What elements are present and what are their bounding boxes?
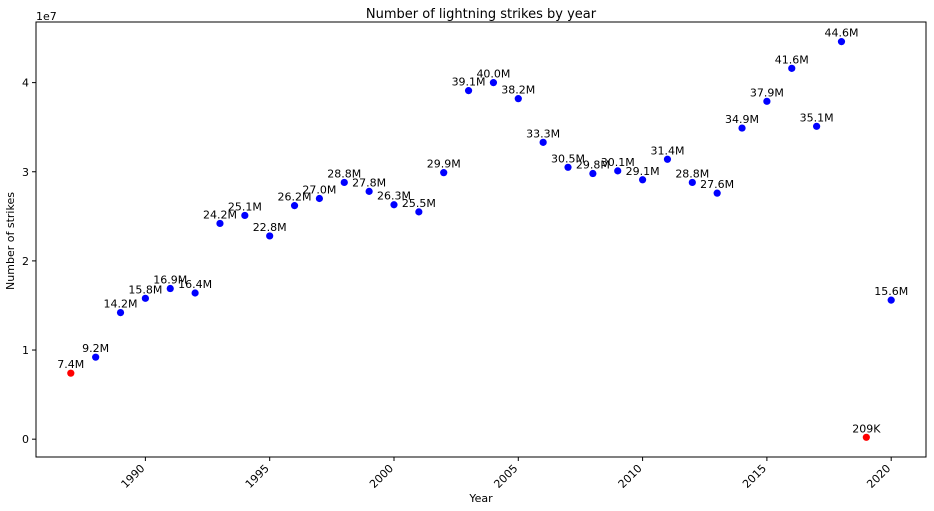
- data-point: [440, 169, 448, 177]
- y-tick-label: 2: [22, 255, 29, 268]
- data-point: [315, 194, 324, 203]
- x-tick-label: 2015: [740, 462, 769, 491]
- data-point: [266, 232, 274, 240]
- data-point: [663, 155, 672, 163]
- y-axis-label: Number of strikes: [4, 192, 17, 290]
- data-label: 38.2M: [501, 84, 535, 97]
- data-point: [763, 97, 771, 105]
- data-point: [191, 289, 199, 297]
- x-tick-label: 2020: [864, 462, 893, 491]
- x-tick-label: 2010: [616, 462, 645, 491]
- data-point: [837, 38, 846, 46]
- data-point: [788, 64, 796, 72]
- x-axis-label: Year: [468, 492, 493, 505]
- data-label: 209K: [852, 422, 881, 435]
- data-point: [141, 294, 149, 302]
- data-label: 35.1M: [800, 111, 834, 124]
- data-point: [464, 87, 473, 95]
- data-point: [116, 308, 125, 317]
- data-point: [166, 284, 174, 293]
- data-point: [638, 176, 647, 184]
- data-label: 29.8M: [576, 159, 610, 172]
- data-points: [67, 38, 895, 441]
- data-label: 9.2M: [82, 342, 109, 355]
- data-label: 28.8M: [675, 167, 709, 180]
- data-label: 16.9M: [153, 274, 187, 287]
- data-label: 30.5M: [551, 152, 585, 165]
- data-label: 44.6M: [824, 27, 858, 40]
- data-point: [813, 122, 821, 130]
- data-label: 40.0M: [476, 68, 510, 81]
- data-point: [614, 167, 622, 175]
- data-label: 22.8M: [253, 221, 287, 234]
- x-tick-label: 2000: [367, 462, 396, 491]
- data-point: [539, 138, 547, 146]
- data-label: 14.2M: [104, 298, 138, 311]
- data-label: 34.9M: [725, 113, 759, 126]
- data-label: 7.4M: [57, 358, 84, 371]
- x-tick-label: 2005: [491, 462, 520, 491]
- data-point: [489, 79, 498, 87]
- chart-title: Number of lightning strikes by year: [366, 7, 597, 22]
- data-label: 27.6M: [700, 178, 734, 191]
- y-tick-label: 3: [22, 166, 29, 179]
- data-point: [688, 178, 696, 187]
- data-point: [589, 169, 597, 178]
- data-label: 31.4M: [650, 144, 684, 157]
- data-label: 27.0M: [302, 183, 336, 196]
- y-tick-label: 1: [22, 344, 29, 357]
- y-tick-label: 0: [22, 433, 29, 446]
- data-label: 15.8M: [128, 283, 162, 296]
- data-point: [738, 124, 746, 132]
- data-point: [862, 433, 870, 441]
- data-label: 27.8M: [352, 176, 386, 189]
- data-point: [67, 369, 75, 377]
- data-point: [290, 202, 299, 210]
- data-label: 15.6M: [874, 285, 908, 298]
- data-label: 28.8M: [327, 167, 361, 180]
- x-tick-label: 1990: [119, 462, 148, 491]
- data-label: 41.6M: [775, 53, 809, 66]
- x-tick-label: 1995: [243, 462, 272, 491]
- data-label: 24.2M: [203, 208, 237, 221]
- data-point: [887, 296, 895, 304]
- data-point: [365, 187, 373, 195]
- data-point: [92, 353, 100, 361]
- data-label: 37.9M: [750, 86, 784, 99]
- data-point: [390, 201, 398, 209]
- data-point: [241, 211, 249, 220]
- data-label: 25.1M: [228, 200, 262, 213]
- data-label: 26.3M: [377, 190, 411, 203]
- plot-frame: [35, 21, 927, 458]
- data-label: 26.2M: [278, 191, 312, 204]
- data-label: 16.4M: [178, 278, 212, 291]
- data-label: 29.9M: [427, 158, 461, 171]
- data-point: [514, 95, 522, 103]
- y-offset-text: 1e7: [36, 10, 57, 23]
- data-point: [340, 178, 348, 187]
- data-label: 29.1M: [626, 165, 660, 178]
- data-label: 25.5M: [402, 197, 436, 210]
- data-point: [713, 189, 721, 197]
- data-label: 39.1M: [452, 76, 486, 89]
- data-label: 33.3M: [526, 127, 560, 140]
- data-point: [216, 219, 224, 228]
- y-tick-label: 4: [22, 77, 29, 90]
- data-label: 30.1M: [601, 156, 635, 169]
- data-point: [564, 163, 572, 171]
- data-point: [415, 208, 423, 216]
